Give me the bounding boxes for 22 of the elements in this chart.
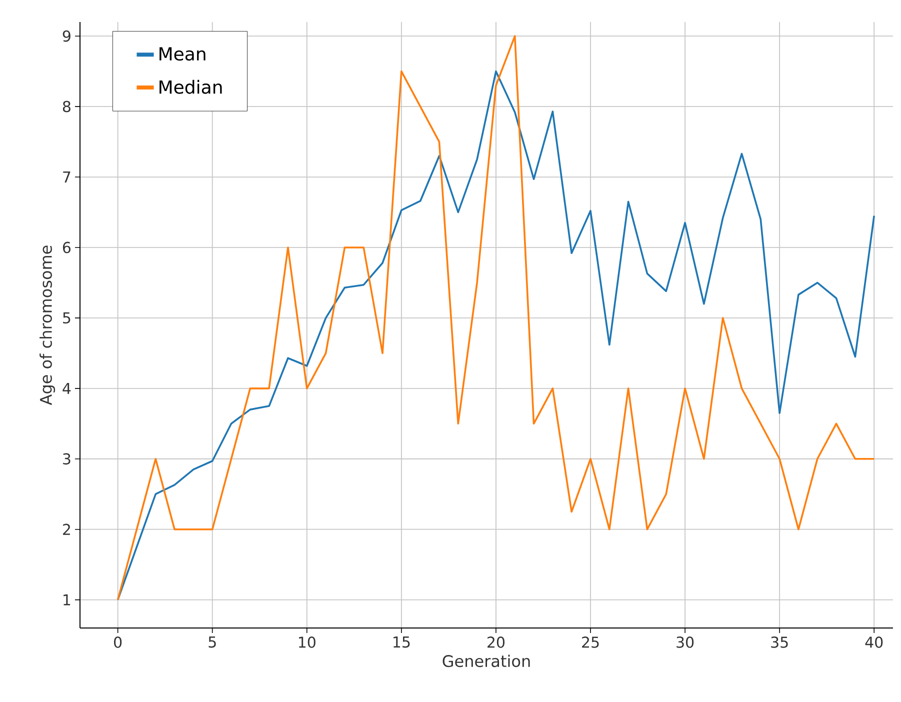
- y-tick-label: 3: [63, 453, 70, 465]
- x-axis-title: Generation: [442, 654, 530, 668]
- y-tick-label: 6: [62, 242, 71, 254]
- x-tick-label: 10: [298, 636, 316, 648]
- x-tick-label: 40: [865, 636, 883, 648]
- y-axis-title: Age of chromosome: [40, 246, 56, 406]
- y-tick-label: 7: [63, 172, 70, 182]
- y-tick-label: 8: [62, 100, 70, 112]
- legend-label: Median: [160, 80, 222, 94]
- y-tick-label: 9: [62, 30, 70, 42]
- y-tick-label: 2: [63, 524, 70, 535]
- x-tick-label: 25: [582, 636, 599, 648]
- x-tick-label: 15: [394, 636, 410, 648]
- x-tick-label: 20: [488, 636, 504, 648]
- y-tick-label: 1: [64, 594, 70, 606]
- x-tick-label: 0: [114, 636, 122, 648]
- legend-label: Mean: [160, 47, 206, 61]
- y-tick-label: 5: [63, 312, 70, 324]
- x-tick-label: 30: [676, 636, 694, 648]
- x-tick-label: 5: [208, 636, 216, 648]
- x-tick-label: 35: [771, 636, 788, 648]
- y-tick-label: 4: [62, 382, 71, 394]
